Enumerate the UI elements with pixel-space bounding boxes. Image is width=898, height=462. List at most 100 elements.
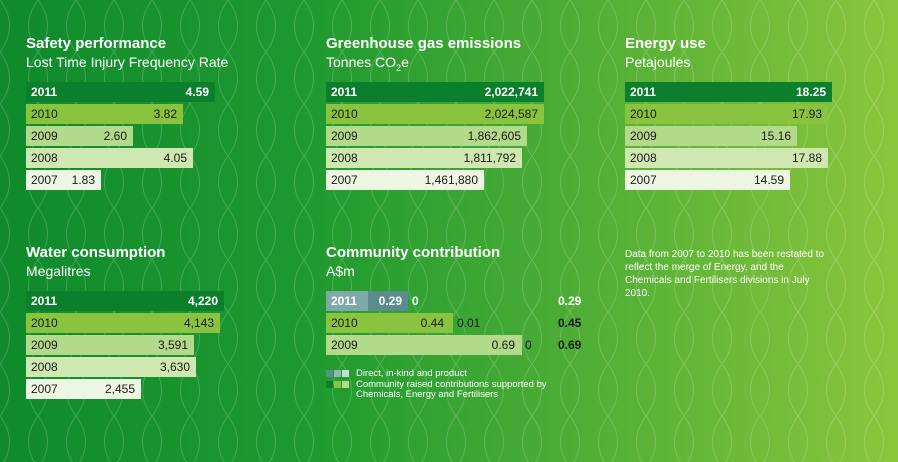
subtitle-sub: 2 <box>396 62 402 73</box>
bar-2007: 2007 1,461,880 <box>326 170 484 190</box>
panel-subtitle: Tonnes CO2e <box>326 53 556 77</box>
bar-2007: 2007 14.59 <box>625 170 790 190</box>
bar-2007: 2007 2,455 <box>26 379 141 399</box>
bar-category-label: 2011 <box>331 85 358 99</box>
bar-category-label: 2009 <box>31 338 58 352</box>
bar-raised-2011 <box>408 291 409 311</box>
bar-value-label: 1,811,792 <box>463 151 517 165</box>
bar-value-label: 3,630 <box>159 360 190 374</box>
bar-2007: 2007 1.83 <box>26 170 101 190</box>
bar-value-label: 2,455 <box>104 382 135 396</box>
bar-category-label: 2010 <box>331 316 358 330</box>
bar-raised-value-label: 0 <box>412 294 419 308</box>
bar-direct-2011: 2011 0.29 <box>326 291 408 311</box>
bar-2009: 2009 1,862,605 <box>326 126 527 146</box>
legend-swatch <box>326 381 333 388</box>
bar-value-label: 0.69 <box>491 338 515 352</box>
panel-title: Greenhouse gas emissions <box>326 35 522 52</box>
bar-category-label: 2008 <box>331 151 358 165</box>
bar-category-label: 2011 <box>331 294 358 308</box>
bar-2010: 2010 2,024,587 <box>326 104 544 124</box>
legend-swatch <box>334 370 341 377</box>
bar-value-label: 17.93 <box>791 107 822 121</box>
bar-value-label: 15.16 <box>760 129 791 143</box>
bar-category-label: 2008 <box>31 151 58 165</box>
bar-value-label: 14.59 <box>753 173 784 187</box>
panel-subtitle: A$m <box>326 263 355 279</box>
bar-value-label: 2,024,587 <box>484 107 538 121</box>
bar-raised-value-label: 0.01 <box>457 316 481 330</box>
bar-total-label: 0.45 <box>558 316 582 330</box>
bar-2010: 2010 17.93 <box>625 104 828 124</box>
bar-2008: 2008 1,811,792 <box>326 148 522 168</box>
panel-title: Community contribution <box>326 244 501 261</box>
bar-category-label: 2009 <box>331 129 358 143</box>
legend-swatch <box>342 381 349 388</box>
bar-category-label: 2007 <box>630 173 657 187</box>
bar-value-label: 3,591 <box>157 338 188 352</box>
bar-value-label: 4,143 <box>183 316 214 330</box>
subtitle-text: Tonnes CO <box>326 54 397 70</box>
bar-category-label: 2010 <box>31 316 58 330</box>
bar-category-label: 2011 <box>630 85 657 99</box>
bar-2011: 2011 4.59 <box>26 82 215 102</box>
bar-raised-2009 <box>521 335 522 355</box>
bar-category-label: 2009 <box>331 338 358 352</box>
bar-category-label: 2008 <box>630 151 657 165</box>
energy-panel: Energy use Petajoules <box>625 35 845 71</box>
bar-category-label: 2007 <box>331 173 358 187</box>
panel-subtitle: Megalitres <box>26 263 91 279</box>
bar-value-label: 0.44 <box>420 316 444 330</box>
subtitle-tail: e <box>401 54 409 70</box>
community-legend: Direct, in-kind and product Community ra… <box>326 369 547 400</box>
bar-total-label: 0.29 <box>558 294 582 308</box>
panel-subtitle: Lost Time Injury Frequency Rate <box>26 54 229 70</box>
bar-category-label: 2010 <box>630 107 657 121</box>
legend-swatch <box>334 381 341 388</box>
water-panel: Water consumption Megalitres <box>26 244 246 280</box>
bar-direct-2010: 2010 0.44 <box>326 313 450 333</box>
bar-value-label: 2,022,741 <box>484 85 538 99</box>
bar-2008: 2008 17.88 <box>625 148 828 168</box>
bar-value-label: 1,461,880 <box>424 173 478 187</box>
bar-value-label: 1,862,605 <box>467 129 521 143</box>
legend-label: Direct, in-kind and product <box>356 368 467 379</box>
bar-2011: 2011 18.25 <box>625 82 832 102</box>
bar-value-label: 17.88 <box>791 151 822 165</box>
bar-value-label: 4.59 <box>185 85 209 99</box>
bar-raised-2010 <box>450 313 453 333</box>
panel-title: Safety performance <box>26 35 167 52</box>
bar-category-label: 2008 <box>31 360 58 374</box>
bar-2010: 2010 4,143 <box>26 313 220 333</box>
bar-2009: 2009 3,591 <box>26 335 194 355</box>
bar-category-label: 2007 <box>31 173 58 187</box>
ghg-panel: Greenhouse gas emissions Tonnes CO2e <box>326 35 556 77</box>
bar-direct-2009: 2009 0.69 <box>326 335 521 355</box>
bar-category-label: 2011 <box>31 85 58 99</box>
restatement-note: Data from 2007 to 2010 has been restated… <box>625 249 825 299</box>
bar-2011: 2011 2,022,741 <box>326 82 544 102</box>
bar-value-label: 18.25 <box>795 85 826 99</box>
bar-2009: 2009 15.16 <box>625 126 797 146</box>
panel-title: Water consumption <box>26 244 166 261</box>
bar-category-label: 2007 <box>31 382 58 396</box>
bar-2008: 2008 3,630 <box>26 357 196 377</box>
bar-direct-2011-highlight <box>368 291 408 311</box>
bar-2009: 2009 2.60 <box>26 126 133 146</box>
bar-value-label: 3.82 <box>153 107 177 121</box>
legend-entry-raised: Community raised contributions supported… <box>326 380 547 400</box>
community-panel: Community contribution A$m <box>326 244 556 280</box>
bar-category-label: 2009 <box>630 129 657 143</box>
bar-category-label: 2010 <box>331 107 358 121</box>
legend-entry-direct: Direct, in-kind and product <box>326 369 467 380</box>
bar-category-label: 2009 <box>31 129 58 143</box>
bar-category-label: 2010 <box>31 107 58 121</box>
bar-2010: 2010 3.82 <box>26 104 183 124</box>
panel-subtitle: Petajoules <box>625 54 691 70</box>
legend-swatch <box>326 370 333 377</box>
bar-value-label: 4,220 <box>187 294 218 308</box>
bar-category-label: 2011 <box>31 294 58 308</box>
legend-swatch <box>342 370 349 377</box>
bar-value-label: 2.60 <box>103 129 127 143</box>
